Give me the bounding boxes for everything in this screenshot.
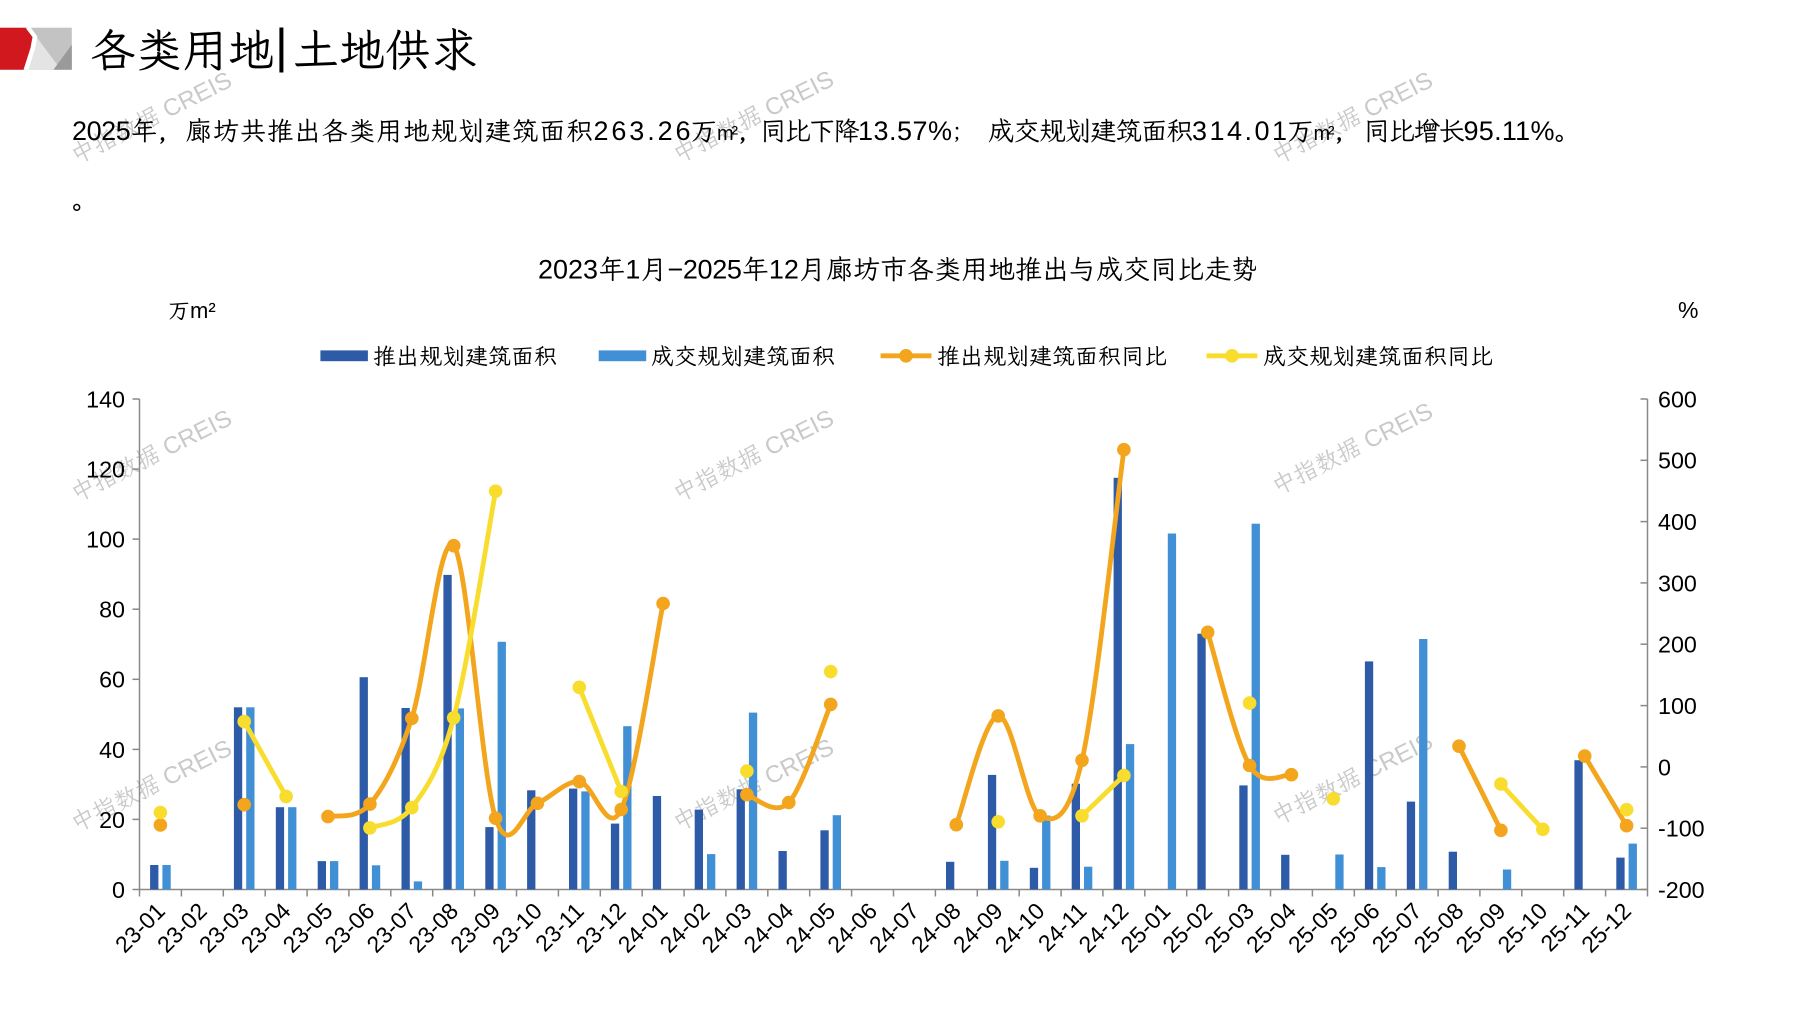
svg-text:m²: m² xyxy=(1314,123,1335,145)
svg-text:400: 400 xyxy=(1658,509,1697,535)
svg-text:0: 0 xyxy=(112,877,125,903)
svg-text:m²: m² xyxy=(190,298,216,323)
svg-text:100: 100 xyxy=(86,527,125,553)
svg-text:140: 140 xyxy=(86,386,125,412)
svg-text:20: 20 xyxy=(99,807,125,833)
svg-text:120: 120 xyxy=(86,457,125,483)
svg-text:-200: -200 xyxy=(1658,877,1705,903)
svg-text:40: 40 xyxy=(99,737,125,763)
svg-text:95.11%: 95.11% xyxy=(1464,116,1555,146)
svg-text:300: 300 xyxy=(1658,570,1697,596)
svg-text:100: 100 xyxy=(1658,693,1697,719)
svg-text:%: % xyxy=(1678,297,1698,323)
svg-text:13.57%: 13.57% xyxy=(858,116,952,146)
svg-text:60: 60 xyxy=(99,667,125,693)
svg-text:600: 600 xyxy=(1658,386,1697,412)
svg-text:500: 500 xyxy=(1658,448,1697,474)
svg-text:12: 12 xyxy=(769,255,799,285)
svg-text:2023: 2023 xyxy=(538,255,598,285)
svg-text:200: 200 xyxy=(1658,632,1697,658)
svg-text:-100: -100 xyxy=(1658,816,1705,842)
svg-text:2025: 2025 xyxy=(72,116,131,146)
svg-text:80: 80 xyxy=(99,597,125,623)
svg-text:m²: m² xyxy=(717,123,738,145)
svg-text:314.01: 314.01 xyxy=(1192,116,1287,146)
svg-text:263.26: 263.26 xyxy=(594,116,691,146)
svg-text:0: 0 xyxy=(1658,754,1671,780)
svg-text:−2025: −2025 xyxy=(668,255,742,285)
svg-text:1: 1 xyxy=(625,255,640,285)
